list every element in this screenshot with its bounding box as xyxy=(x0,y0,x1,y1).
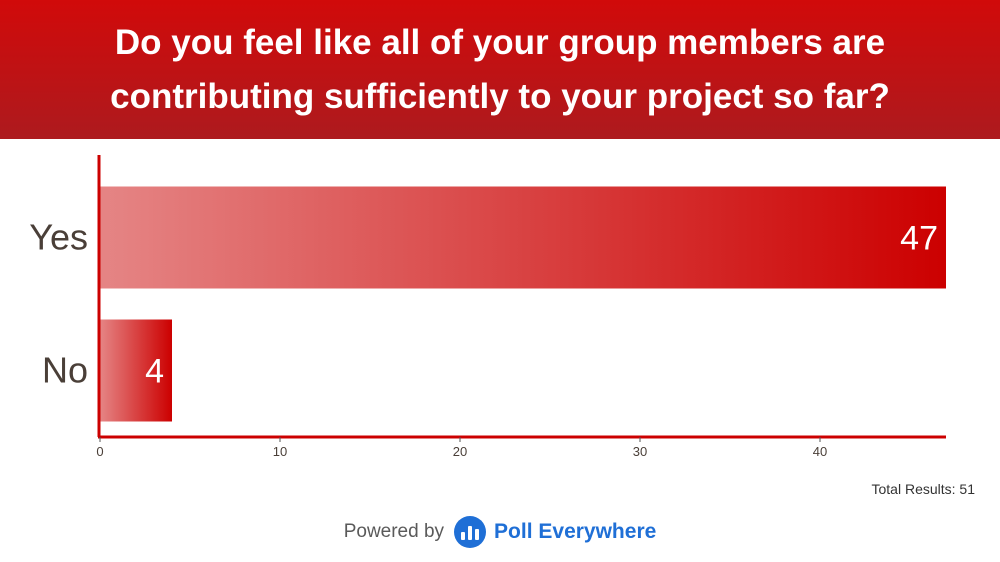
powered-by-text: Powered by xyxy=(343,521,445,542)
x-tick-label: 0 xyxy=(96,444,103,459)
x-tick-label: 20 xyxy=(453,444,467,459)
value-label-yes: 47 xyxy=(900,220,938,258)
brand-name: Poll Everywhere xyxy=(494,520,657,543)
x-tick-label: 30 xyxy=(633,444,647,459)
bar-chart: Yes 47 No 4 0 10 20 30 40 xyxy=(29,155,946,459)
footer: Powered by Poll Everywhere xyxy=(0,512,1000,552)
bar-yes xyxy=(100,186,946,289)
total-results: Total Results: 51 xyxy=(871,481,976,497)
category-label-no: No xyxy=(42,350,88,391)
header-banner: Do you feel like all of your group membe… xyxy=(0,0,1000,139)
x-ticks-group: 0 10 20 30 40 xyxy=(96,437,827,459)
x-tick-label: 40 xyxy=(813,444,827,459)
x-tick-label: 10 xyxy=(273,444,287,459)
poll-everywhere-logo-icon xyxy=(454,516,487,548)
bars-group: Yes 47 No 4 xyxy=(29,186,946,422)
poll-question-title: Do you feel like all of your group membe… xyxy=(110,22,890,116)
bar-no xyxy=(100,319,172,422)
value-label-no: 4 xyxy=(145,353,164,391)
category-label-yes: Yes xyxy=(29,217,88,258)
